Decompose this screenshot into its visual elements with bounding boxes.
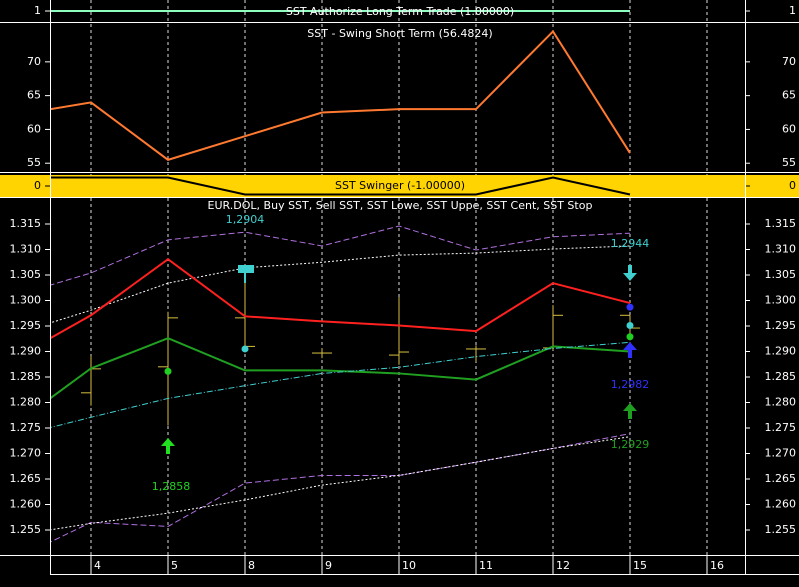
y-tick-label: 1.275 <box>765 421 797 434</box>
series-line <box>50 176 631 196</box>
y-tick-label: 60 <box>27 122 41 135</box>
panel: 0 0 SST Swinger (-1.00000) <box>0 175 799 198</box>
signal-dot <box>164 367 172 375</box>
x-tick-label: 11 <box>479 559 493 572</box>
y-tick-label: 0 <box>789 179 796 192</box>
y-tick-label: 1.280 <box>765 396 797 409</box>
panel-background <box>0 175 799 197</box>
y-tick-label: 55 <box>782 156 796 169</box>
plot-area <box>50 176 631 196</box>
y-tick-label: 1 <box>34 4 41 17</box>
y-tick-label: 1.275 <box>10 421 42 434</box>
stop-arrow <box>623 342 637 358</box>
plot-area <box>50 225 640 543</box>
x-tick-label: 16 <box>710 559 724 572</box>
series-line <box>50 337 631 400</box>
sell-arrow <box>623 265 637 281</box>
annotation: 1,2858 <box>152 480 191 493</box>
y-tick-label: 1.295 <box>10 319 42 332</box>
signal-arrows <box>161 265 637 454</box>
y-tick-label: 60 <box>782 122 796 135</box>
buy-arrow <box>161 438 175 454</box>
y-tick-label: 1.270 <box>10 447 42 460</box>
panel: 55 55 60 60 65 65 70 70 SST - Swing Short Term (… <box>0 27 799 173</box>
x-tick-label: 15 <box>633 559 647 572</box>
y-tick-label: 1.310 <box>10 243 42 256</box>
y-tick-label: 1.265 <box>10 472 42 485</box>
y-tick-label: 1.305 <box>10 268 42 281</box>
x-tick-label: 10 <box>402 559 416 572</box>
y-tick-label: 1.260 <box>10 498 42 511</box>
y-tick-label: 1.305 <box>765 268 797 281</box>
signal-dot <box>626 333 634 341</box>
plot-area <box>50 29 631 161</box>
signal-box <box>238 265 254 273</box>
panel: 1.255 1.255 1.260 1.260 1.265 1.265 1.270 1.270… <box>0 199 799 556</box>
x-tick-label: 9 <box>325 559 332 572</box>
panel-title: SST Swinger (-1.00000) <box>335 179 465 192</box>
y-tick-label: 70 <box>782 55 796 68</box>
y-tick-label: 1.285 <box>10 370 42 383</box>
series-line <box>50 341 631 429</box>
panel-title: EUR.DOL, Buy SST, Sell SST, SST Lowe, SS… <box>208 199 593 212</box>
buy-arrow <box>623 403 637 419</box>
signal-dot <box>626 322 634 329</box>
y-tick-label: 1.270 <box>765 447 797 460</box>
series-line <box>50 29 631 161</box>
y-tick-label: 1.290 <box>10 345 42 358</box>
y-tick-label: 1.255 <box>765 523 797 536</box>
x-tick-label: 8 <box>248 559 255 572</box>
series-line <box>50 225 631 286</box>
y-tick-label: 1.255 <box>10 523 42 536</box>
y-tick-label: 65 <box>782 89 796 102</box>
y-tick-label: 1.315 <box>765 217 797 230</box>
y-tick-label: 1.285 <box>765 370 797 383</box>
x-tick-label: 12 <box>556 559 570 572</box>
y-tick-label: 1.300 <box>765 294 797 307</box>
y-tick-label: 1.265 <box>765 472 797 485</box>
series-line <box>50 245 631 324</box>
annotation: 1,2944 <box>611 237 650 250</box>
annotation: 1,2982 <box>611 378 650 391</box>
series-line <box>50 257 631 340</box>
y-tick-label: 1.300 <box>10 294 42 307</box>
series-line <box>50 436 631 531</box>
panel-title: SST - Swing Short Term (56.4824) <box>307 27 492 40</box>
y-tick-label: 70 <box>27 55 41 68</box>
y-tick-label: 1.315 <box>10 217 42 230</box>
panel-title: SST Authorize Long Term Trade (1.00000) <box>286 5 514 18</box>
y-tick-label: 1.290 <box>765 345 797 358</box>
y-tick-label: 1.310 <box>765 243 797 256</box>
signal-dot <box>626 303 634 311</box>
x-tick-label: 4 <box>94 559 101 572</box>
y-tick-label: 1.295 <box>765 319 797 332</box>
y-tick-label: 1.260 <box>765 498 797 511</box>
signal-dot <box>241 345 249 353</box>
annotation: 1,2929 <box>611 438 650 451</box>
y-tick-label: 65 <box>27 89 41 102</box>
panel: 1 1 SST Authorize Long Term Trade (1.00000… <box>0 4 799 23</box>
x-tick-label: 5 <box>171 559 178 572</box>
annotation: 1,2904 <box>226 213 265 226</box>
y-tick-label: 1.280 <box>10 396 42 409</box>
y-tick-label: 1 <box>789 4 796 17</box>
y-tick-label: 0 <box>34 179 41 192</box>
y-tick-label: 55 <box>27 156 41 169</box>
